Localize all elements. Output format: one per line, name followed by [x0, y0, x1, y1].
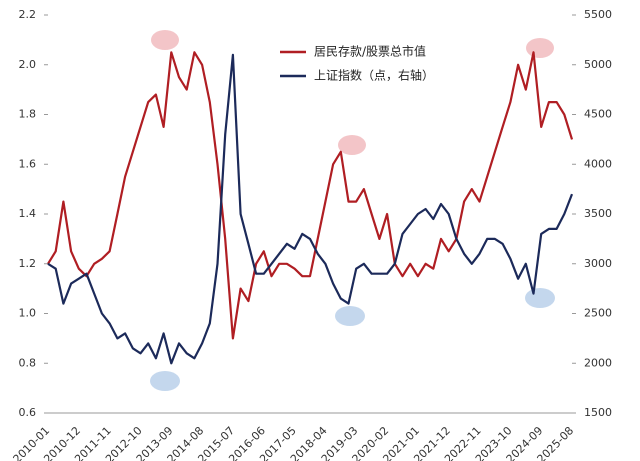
- highlights: [150, 30, 555, 391]
- legend-label: 居民存款/股票总市值: [314, 44, 426, 59]
- highlight: [525, 288, 555, 308]
- y-tick-label: 1.2: [19, 257, 37, 270]
- highlight: [338, 135, 366, 155]
- y2-tick-label: 1500: [584, 406, 612, 419]
- highlight: [150, 371, 180, 391]
- y2-tick-label: 4500: [584, 108, 612, 121]
- highlight: [151, 30, 179, 50]
- y2-tick-label: 4000: [584, 157, 612, 170]
- y-tick-label: 1.4: [19, 207, 37, 220]
- y-tick-label: 1.0: [19, 307, 37, 320]
- y2-tick-label: 2500: [584, 307, 612, 320]
- y2-tick-label: 3500: [584, 207, 612, 220]
- y-tick-label: 0.8: [19, 356, 37, 369]
- y2-tick-label: 5000: [584, 58, 612, 71]
- highlight: [526, 38, 554, 58]
- legend-label: 上证指数（点，右轴）: [314, 68, 434, 83]
- y-tick-label: 2.0: [19, 58, 37, 71]
- y2-tick-label: 3000: [584, 257, 612, 270]
- highlight: [335, 306, 365, 326]
- y-tick-label: 0.6: [19, 406, 37, 419]
- series-line: [47, 51, 574, 340]
- y-tick-label: 2.2: [19, 8, 37, 21]
- y2-tick-label: 5500: [584, 8, 612, 21]
- y-tick-label: 1.8: [19, 108, 37, 121]
- y-tick-label: 1.6: [19, 157, 37, 170]
- series-line: [47, 53, 574, 365]
- y2-tick-label: 2000: [584, 356, 612, 369]
